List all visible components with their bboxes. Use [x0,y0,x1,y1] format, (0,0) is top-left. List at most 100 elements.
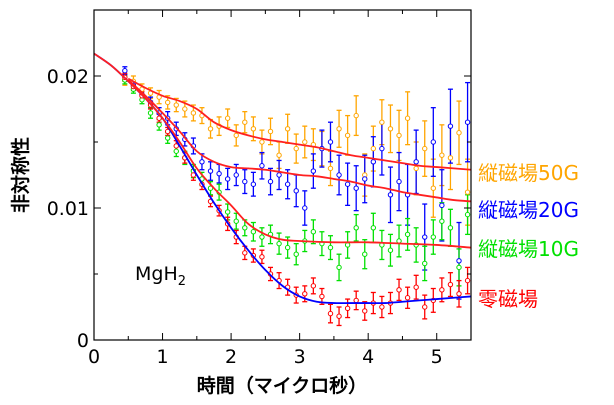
data-point [379,304,385,310]
data-point [327,139,334,145]
y-tick-label: 0.01 [47,198,89,220]
data-point [379,145,385,152]
data-point [362,251,368,257]
data-point [250,229,257,235]
data-point [207,168,214,174]
series-label: 縦磁場50G [478,161,579,185]
data-point [344,181,351,187]
data-point [456,130,462,136]
data-point [250,181,257,187]
data-point [447,225,454,231]
data-point [344,242,351,248]
data-point [387,126,394,132]
data-point [173,102,179,108]
data-point [182,106,188,112]
fit-curve [127,79,472,203]
data-point [396,287,402,293]
data-point [319,293,325,300]
series-label: 零磁場 [478,287,538,311]
data-point [242,250,248,256]
x-tick-label: 3 [294,346,306,368]
fit-curve [127,77,472,171]
y-tick-label: 0 [77,330,89,352]
data-point [353,297,359,304]
data-point [224,209,231,215]
data-point [259,234,265,240]
data-point [404,115,411,121]
data-point [164,135,171,141]
y-axis-label: 非対称性 [9,137,32,213]
data-point [242,119,248,125]
data-point [164,99,171,106]
data-point [293,251,299,257]
data-point [259,139,265,145]
data-point [233,172,239,178]
data-point [464,277,471,284]
data-point [224,115,231,121]
data-point [276,172,282,178]
data-point [422,304,428,310]
x-axis-label: 時間（マイクロ秒） [197,374,368,397]
data-point [464,119,471,125]
data-point [387,247,394,253]
x-tick-label: 1 [156,346,168,368]
data-point [242,178,248,185]
data-point [413,159,419,165]
x-tick-label: 2 [225,346,237,368]
data-point [302,205,308,211]
sample-annotation: MgH2 [135,263,186,289]
data-point [173,143,179,149]
data-point [284,126,291,132]
x-tick-label: 0 [88,346,100,368]
data-point [284,244,291,251]
data-point [310,283,317,289]
data-point [250,126,257,132]
data-point [327,244,334,251]
data-point [439,202,445,209]
data-point [362,308,368,314]
data-point [327,310,334,317]
data-point [370,159,377,165]
y-tick-label: 0.02 [47,66,89,88]
data-point [422,145,428,152]
data-point [447,123,454,129]
data-points [122,68,471,319]
data-point [259,163,265,169]
data-point [224,176,231,182]
data-point [302,291,308,297]
data-point [293,145,299,152]
data-point [233,132,239,139]
data-point [362,176,368,182]
data-point [336,313,342,319]
data-point [336,264,342,271]
data-point [404,231,411,238]
data-point [439,287,445,293]
data-point [233,218,239,224]
data-point [456,291,462,297]
data-point [190,110,197,116]
plot-frame [93,9,472,341]
data-point [439,218,445,224]
data-point [413,284,419,290]
data-point [327,165,334,172]
data-point [164,128,171,135]
data-point [207,126,214,132]
data-point [156,115,162,121]
data-point [464,189,471,195]
data-point [370,225,377,231]
data-point [353,185,359,191]
fit-curve [93,52,472,249]
data-point [242,225,248,231]
x-tick-label: 4 [362,346,374,368]
data-point [447,155,454,161]
data-point [310,168,317,174]
data-point [387,192,394,198]
data-point [259,254,265,260]
data-point [370,145,377,152]
series-label: 縦磁場20G [478,198,579,222]
data-point [293,188,299,194]
data-point [379,119,385,125]
data-point [344,132,351,139]
